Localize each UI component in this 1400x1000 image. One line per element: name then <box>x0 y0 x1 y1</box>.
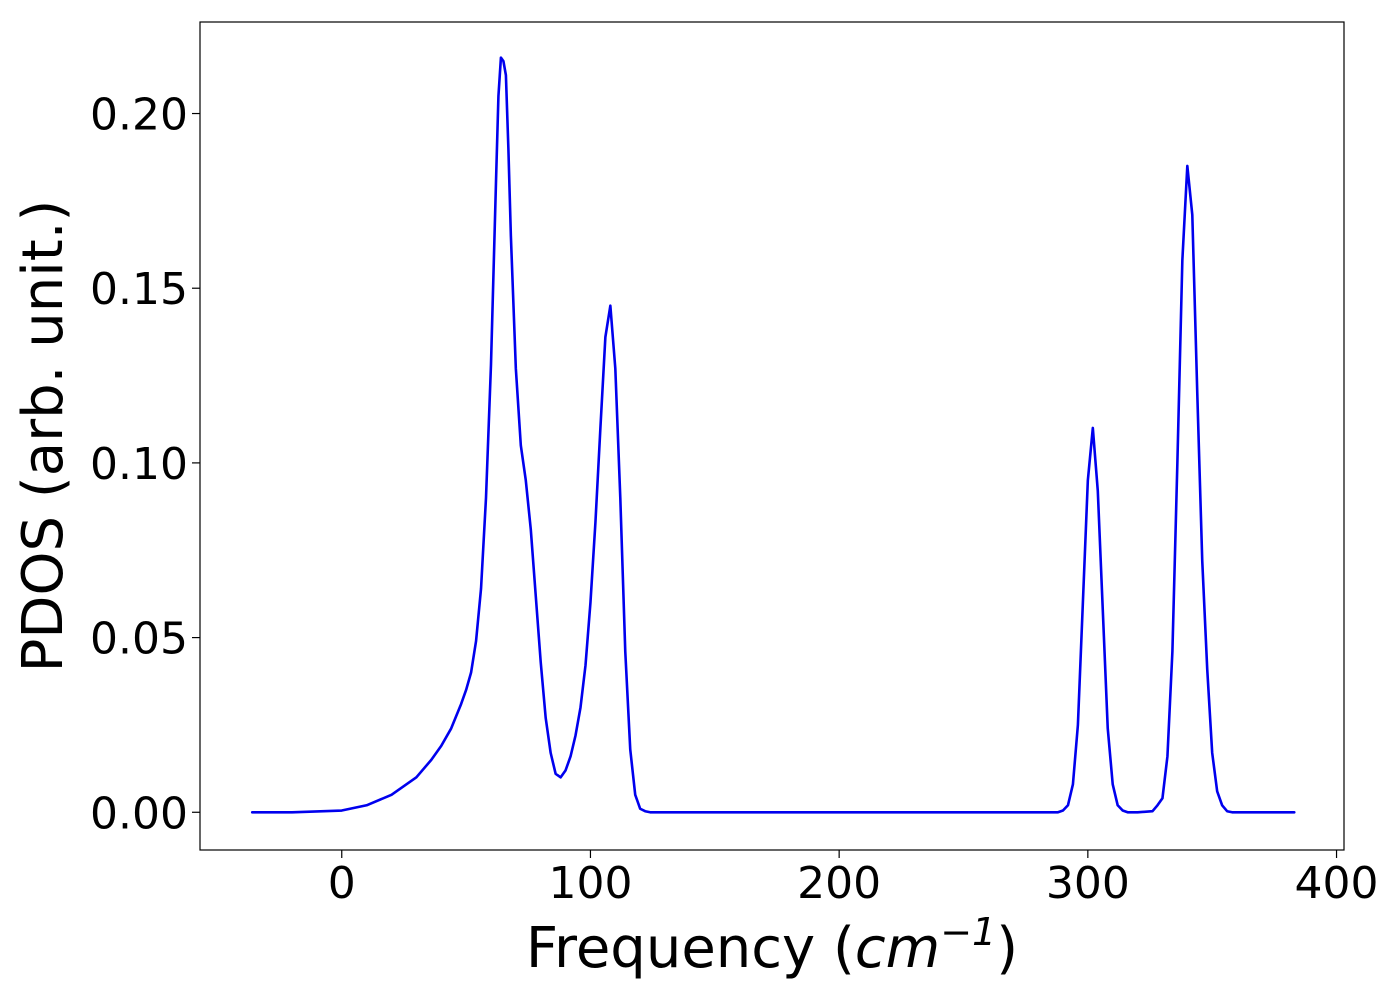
x-axis-label-unit: cm <box>855 916 940 981</box>
y-tick-label: 0.05 <box>90 614 188 665</box>
y-axis-ticks: 0.00 0.05 0.10 0.15 0.20 <box>90 90 200 839</box>
y-tick-label: 0.00 <box>90 788 188 839</box>
x-axis-label-paren-close: ) <box>996 916 1018 981</box>
x-axis-label: Frequency (cm−1) <box>526 910 1018 981</box>
x-tick-label: 0 <box>328 858 356 909</box>
x-tick-label: 300 <box>1046 858 1130 909</box>
y-tick-label: 0.15 <box>90 264 188 315</box>
x-axis-label-text: Frequency <box>526 916 815 981</box>
y-tick-label: 0.10 <box>90 439 188 490</box>
y-tick-label: 0.20 <box>90 90 188 141</box>
plot-area <box>199 21 1345 851</box>
x-axis-label-paren-open: ( <box>833 916 855 981</box>
pdos-series-line <box>250 56 1296 814</box>
x-axis-ticks: 0 100 200 300 400 <box>328 850 1379 909</box>
x-tick-label: 100 <box>548 858 632 909</box>
y-axis-label: PDOS (arb. unit.) <box>11 200 76 673</box>
x-axis-label-unit-exponent: −1 <box>940 910 996 954</box>
x-tick-label: 200 <box>797 858 881 909</box>
x-tick-label: 400 <box>1295 858 1379 909</box>
